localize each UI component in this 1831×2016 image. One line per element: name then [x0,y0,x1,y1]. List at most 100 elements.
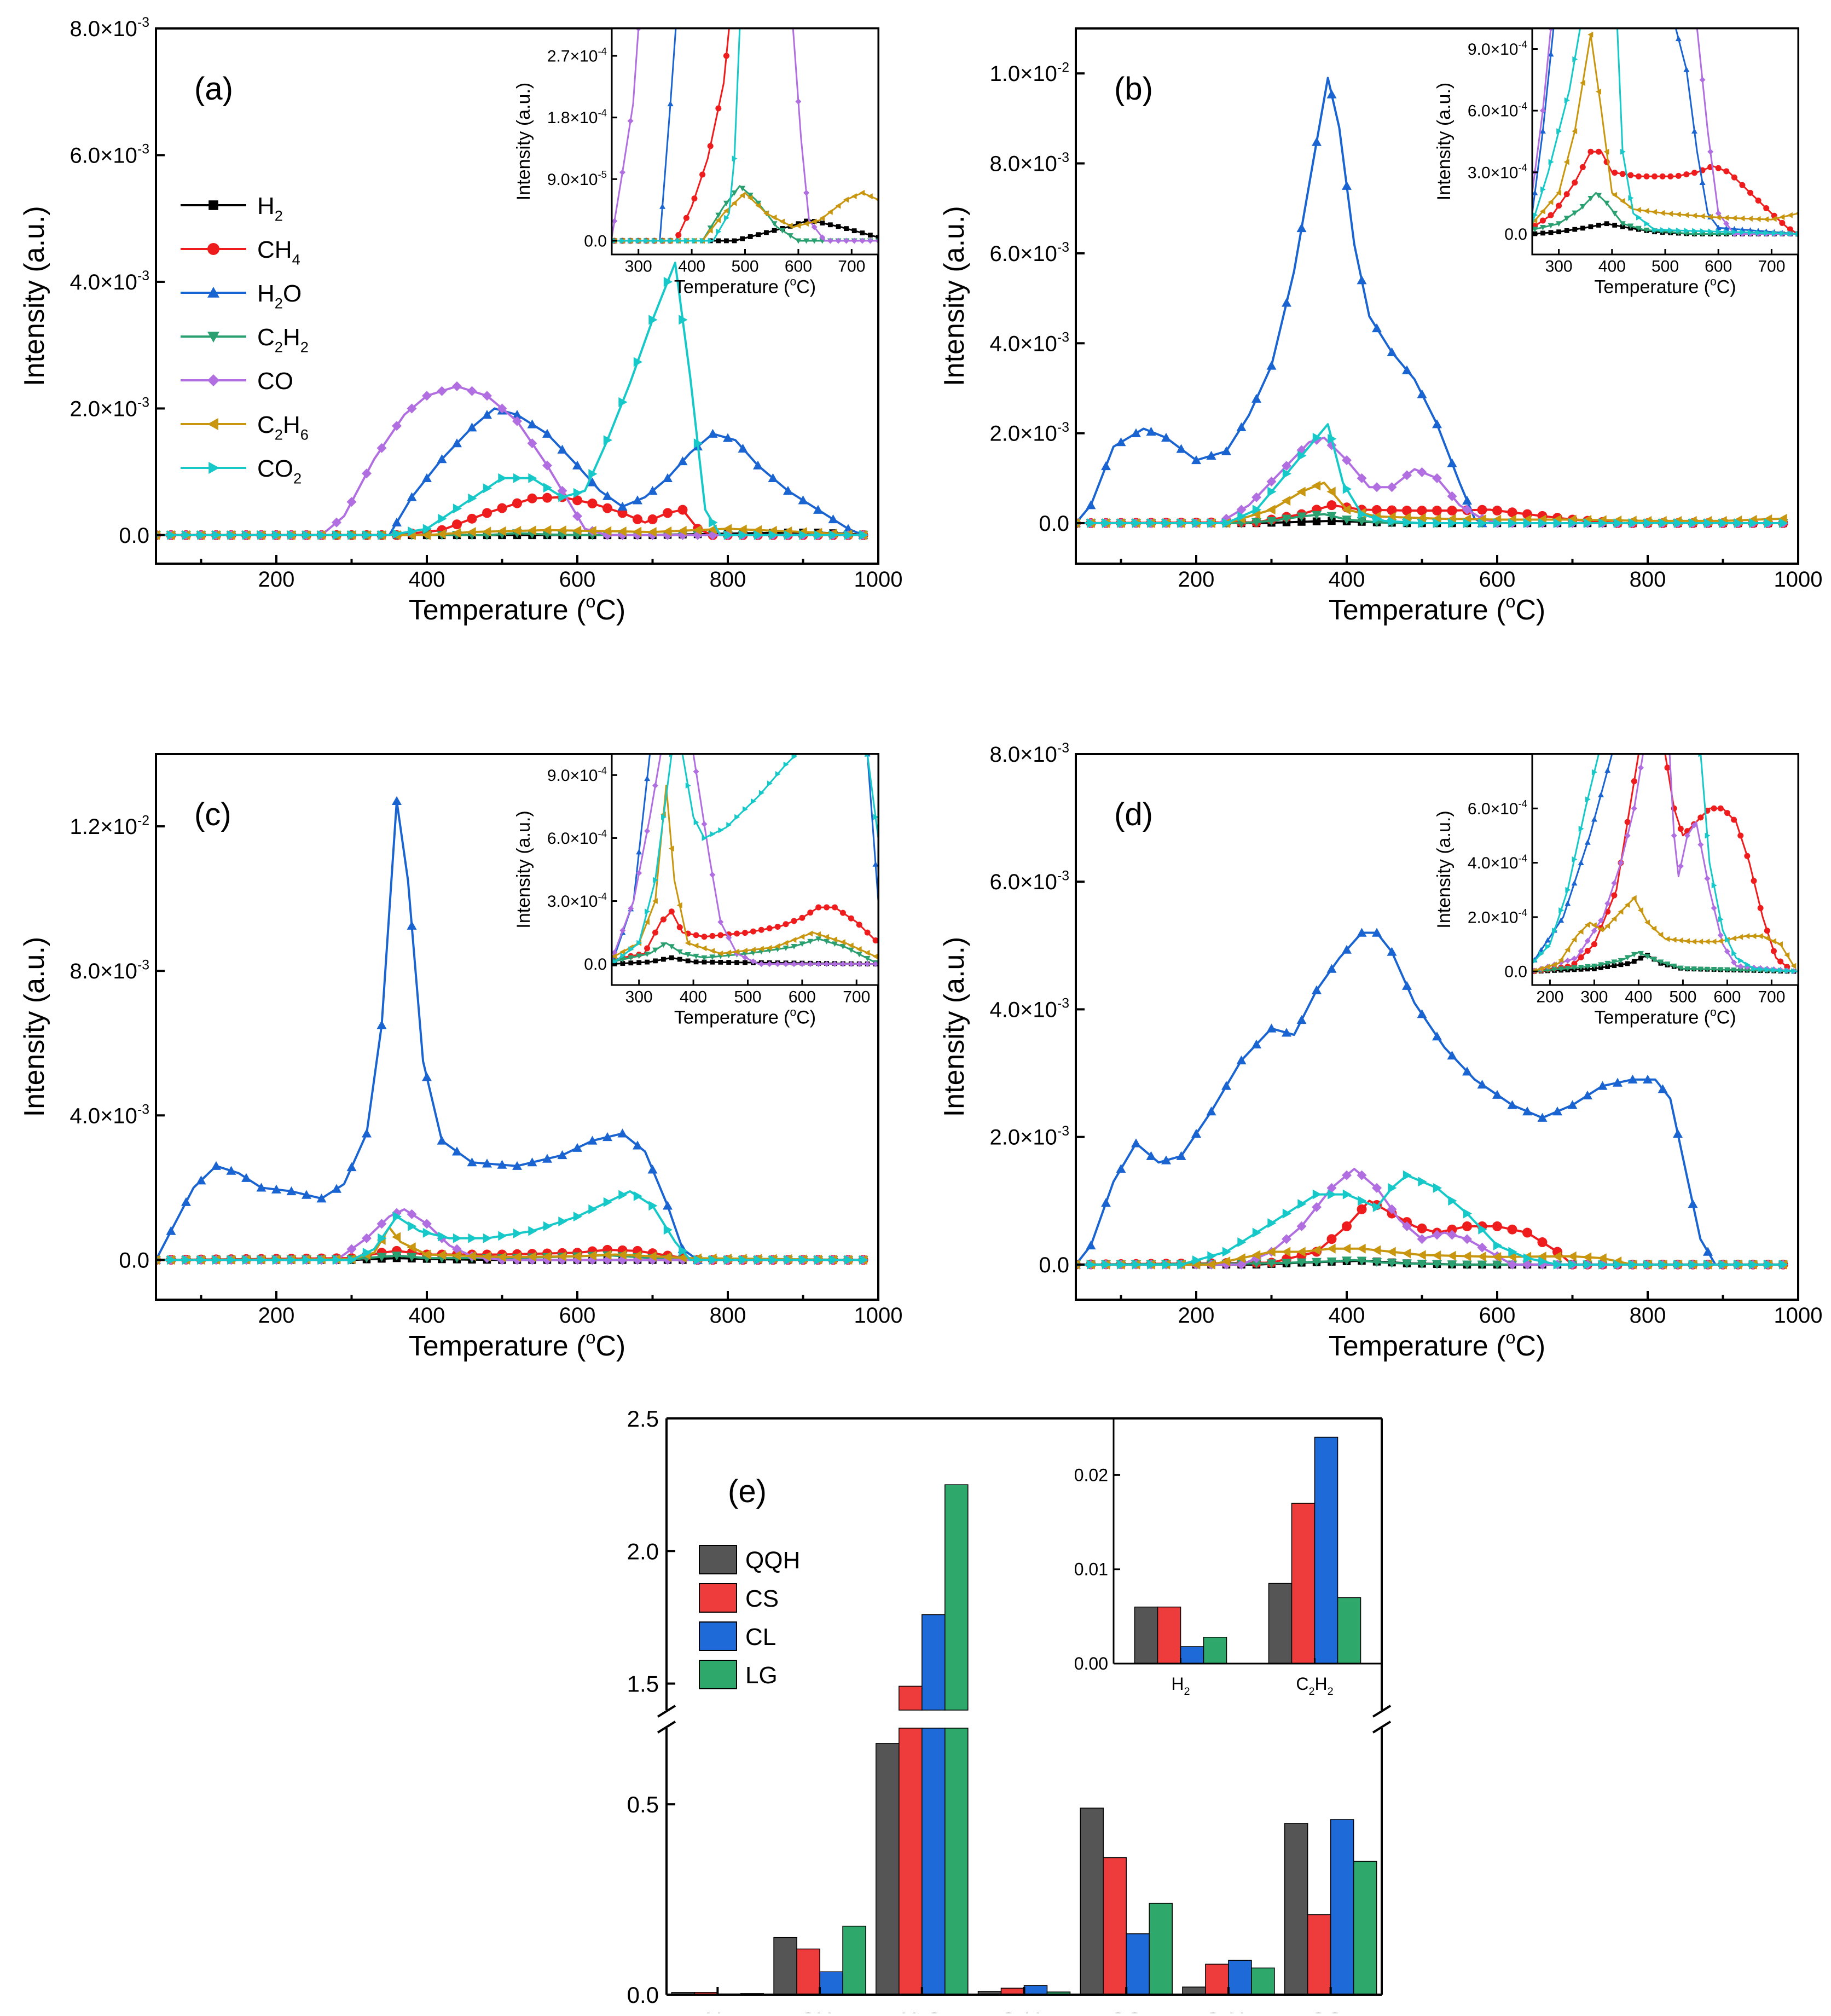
marker-triangle-right [1564,97,1570,103]
panel-label: (c) [194,797,231,832]
marker-triangle-up [1537,1113,1548,1122]
marker-diamond [619,927,626,934]
marker-triangle-left [859,189,865,196]
marker-triangle-right [1523,1253,1532,1264]
marker-triangle-up [1462,1067,1472,1076]
x-tick-label: 300 [625,258,652,276]
plot-area [1076,77,1788,529]
marker-triangle-left [739,192,745,199]
series-line-c2h2 [612,938,878,965]
marker-diamond [1731,959,1737,966]
marker-triangle-up [636,849,642,855]
marker-triangle-right [1177,518,1186,529]
legend-item-c2h6: C2​H6​ [181,412,309,443]
marker-circle [1624,819,1631,825]
y-axis-label-group: Intensity (a.u.) [1434,83,1455,200]
y-tick-label: 4.0×10-3​ [69,269,149,294]
y-axis-label-group: Intensity (a.u.) [19,937,50,1117]
marker-triangle-left [1296,486,1306,497]
marker-triangle-right [182,530,191,540]
marker-diamond [774,961,781,968]
marker-triangle-up [1417,389,1427,398]
marker-circle [766,925,773,931]
marker-diamond [1296,1221,1307,1231]
marker-circle [207,243,219,255]
marker-triangle-right [653,877,659,883]
marker-diamond [709,872,716,878]
marker-triangle-left [1664,936,1670,942]
marker-triangle-left [1691,939,1697,945]
marker-triangle-down [795,238,802,244]
marker-triangle-right [1252,1227,1261,1238]
marker-triangle-down [1357,517,1367,526]
marker-diamond [1618,860,1624,866]
marker-circle [1402,506,1412,516]
marker-circle [848,915,854,922]
marker-triangle-left [392,1232,401,1242]
marker-triangle-up [316,1194,327,1203]
marker-triangle-left [482,526,491,537]
bar-group-h2o: H2​O [876,1484,969,2016]
marker-square [764,230,769,235]
marker-triangle-up [647,485,658,495]
marker-triangle-left [1658,931,1664,938]
marker-triangle-right [775,771,781,777]
marker-triangle-right [347,530,357,540]
x-tick-label: 800 [1630,567,1666,592]
marker-triangle-left [1447,514,1456,524]
series-co2 [156,1190,868,1265]
marker-triangle-right [829,530,838,540]
marker-triangle-left [1707,213,1713,220]
marker-diamond [1372,482,1382,493]
series-line-c2h2 [1076,513,1783,524]
marker-triangle-up [1266,1023,1277,1033]
marker-triangle-down [1571,965,1578,971]
series-co2 [1698,754,1798,975]
marker-triangle-up [1191,455,1201,465]
marker-triangle-down [787,233,793,239]
marker-triangle-up [813,505,823,514]
marker-triangle-left [1651,925,1657,932]
marker-circle [1631,778,1637,785]
marker-triangle-right [1388,1183,1397,1193]
legend-item-h2: H2​ [181,193,283,224]
marker-triangle-left [652,898,658,905]
marker-circle [1539,217,1546,224]
marker-triangle-down [848,947,854,953]
marker-triangle-up [1691,128,1697,134]
x-tick-label: 500 [1652,258,1679,276]
marker-triangle-down [709,954,716,960]
marker-diamond [1357,473,1367,483]
series-co [692,754,878,968]
marker-triangle-left [452,528,461,538]
marker-triangle-down [739,186,746,192]
marker-triangle-right [1780,230,1786,237]
marker-diamond [407,403,417,414]
marker-diamond [867,237,873,244]
bar-cs [1307,1914,1331,1995]
marker-triangle-right [513,473,522,483]
marker-triangle-left [787,222,793,229]
marker-triangle-right [648,1201,658,1211]
marker-triangle-right [799,530,808,540]
series-line-co2 [866,754,878,838]
marker-triangle-left [795,222,801,229]
marker-circle [1507,507,1517,518]
marker-triangle-up [1191,1128,1201,1138]
marker-circle [1387,505,1397,515]
marker-triangle-left [1604,923,1610,929]
marker-triangle-down [811,238,818,244]
marker-diamond [207,374,219,386]
marker-triangle-left [437,1250,446,1260]
marker-diamond [726,935,732,941]
marker-square [661,957,666,962]
marker-triangle-up [1552,1107,1562,1116]
marker-triangle-right [1764,518,1773,529]
marker-triangle-right [1132,518,1141,529]
marker-triangle-left [1704,939,1710,945]
marker-square [851,228,857,234]
marker-triangle-left [1763,216,1769,223]
marker-triangle-up [1387,947,1397,956]
series-line-co [1076,1168,1783,1266]
